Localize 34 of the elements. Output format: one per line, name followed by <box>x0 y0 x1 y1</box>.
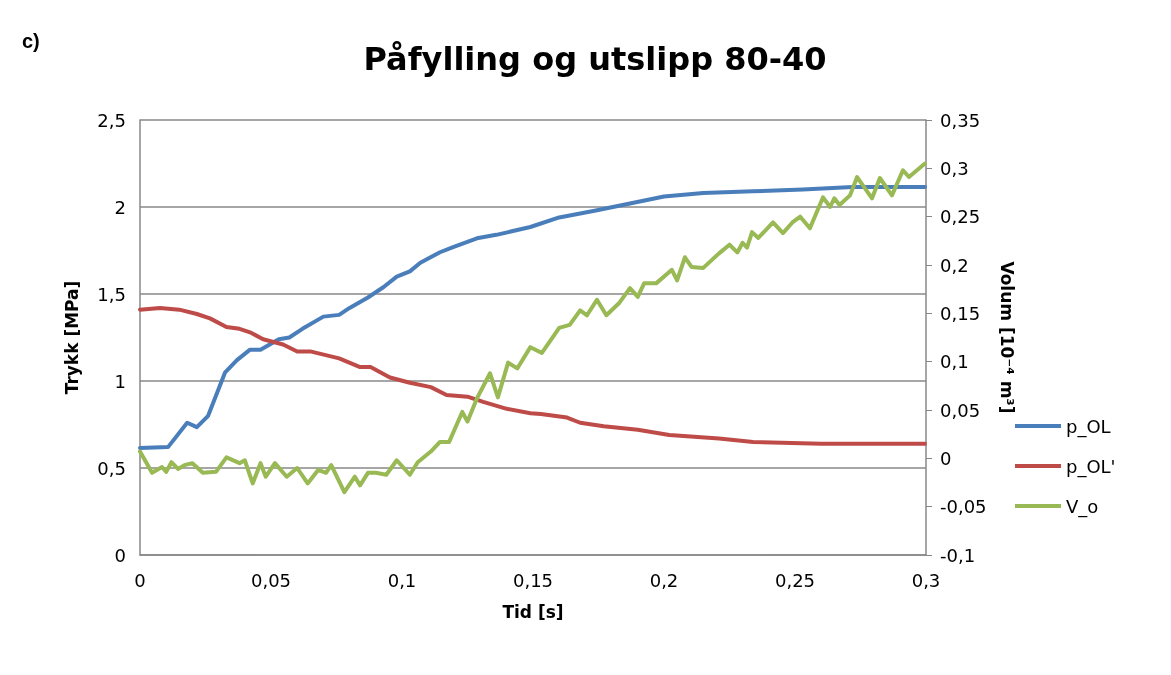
y-tick-label: 0,5 <box>97 457 126 479</box>
x-tick-label: 0,25 <box>774 569 816 591</box>
line-series <box>138 161 927 495</box>
y-axis-title: Trykk [MPa] <box>61 280 82 395</box>
text: c) <box>22 30 40 53</box>
x-tick-label: 0 <box>134 569 146 591</box>
y2-tick-label: 0,2 <box>940 254 969 276</box>
y-tick-label: 2 <box>114 196 126 218</box>
x-tick-label: 0,3 <box>911 569 941 591</box>
x-axis-title: Tid [s] <box>502 601 564 622</box>
y2-tick-label: 0,35 <box>940 109 981 131</box>
y-tick-label: 2,5 <box>97 109 126 131</box>
y2-tick-label: 0 <box>940 447 952 469</box>
x-tick-label: 0,05 <box>250 569 292 591</box>
x-tick-label: 0,1 <box>387 569 417 591</box>
x-tick-label: 0,2 <box>649 569 679 591</box>
y2-axis-title: Volum [10⁻⁴ m³] <box>996 261 1017 414</box>
y2-tick-label: 0,15 <box>940 302 981 324</box>
legend-label: p_OL <box>1066 415 1111 438</box>
y2-tick-label: 0,3 <box>940 157 969 179</box>
line-series <box>138 184 927 450</box>
y2-tick-label: 0,05 <box>940 399 981 421</box>
y-tick-label: 1 <box>114 370 126 392</box>
legend-label: p_OL' <box>1066 455 1116 478</box>
y-tick-label: 0 <box>114 544 126 566</box>
legend-label: V_o <box>1066 495 1099 518</box>
y2-tick-label: -0,05 <box>940 496 987 518</box>
chart-title: Påfylling og utslipp 80-40 <box>363 40 827 78</box>
y2-tick-label: -0,1 <box>940 544 976 566</box>
y2-tick-label: 0,1 <box>940 351 969 373</box>
line-series <box>138 305 927 446</box>
y2-tick-label: 0,25 <box>940 206 981 228</box>
x-tick-label: 0,15 <box>512 569 554 591</box>
y-tick-label: 1,5 <box>97 283 126 305</box>
